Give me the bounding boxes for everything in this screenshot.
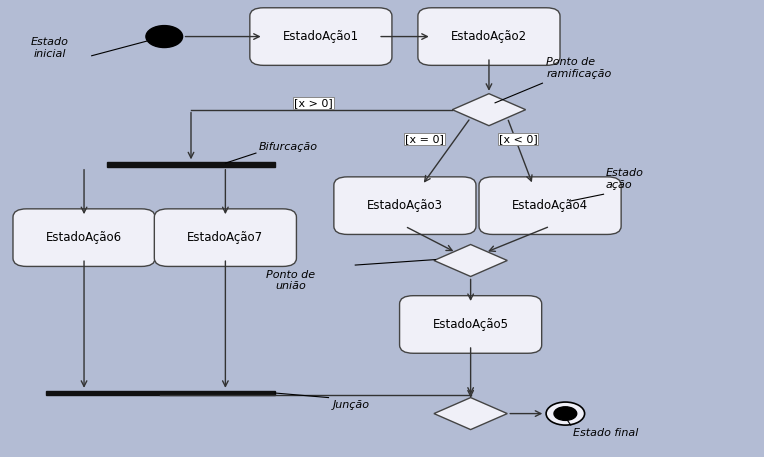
- FancyBboxPatch shape: [400, 296, 542, 353]
- Polygon shape: [434, 244, 507, 276]
- Text: Junção: Junção: [332, 400, 369, 410]
- FancyBboxPatch shape: [154, 209, 296, 266]
- Text: EstadoAção2: EstadoAção2: [451, 30, 527, 43]
- Polygon shape: [452, 94, 526, 126]
- Text: Bifurcação: Bifurcação: [258, 142, 317, 152]
- FancyBboxPatch shape: [250, 8, 392, 65]
- Text: Ponto de
união: Ponto de união: [266, 270, 315, 291]
- FancyBboxPatch shape: [13, 209, 155, 266]
- Text: Estado
inicial: Estado inicial: [31, 37, 69, 59]
- FancyBboxPatch shape: [479, 177, 621, 234]
- Text: Estado
ação: Estado ação: [606, 168, 644, 190]
- FancyBboxPatch shape: [418, 8, 560, 65]
- Polygon shape: [46, 391, 275, 395]
- Text: [x < 0]: [x < 0]: [499, 134, 537, 144]
- Circle shape: [554, 407, 577, 420]
- FancyBboxPatch shape: [334, 177, 476, 234]
- Text: Estado final: Estado final: [573, 428, 639, 438]
- Text: EstadoAção3: EstadoAção3: [367, 199, 443, 212]
- Text: EstadoAção7: EstadoAção7: [187, 231, 264, 244]
- Text: EstadoAção6: EstadoAção6: [46, 231, 122, 244]
- Text: EstadoAção5: EstadoAção5: [432, 318, 509, 331]
- Polygon shape: [107, 162, 275, 167]
- Text: EstadoAção4: EstadoAção4: [512, 199, 588, 212]
- Circle shape: [146, 26, 183, 48]
- Text: Ponto de
ramificação: Ponto de ramificação: [546, 57, 611, 79]
- Circle shape: [546, 402, 584, 425]
- Text: EstadoAção1: EstadoAção1: [283, 30, 359, 43]
- Text: [x > 0]: [x > 0]: [294, 98, 332, 108]
- Text: [x = 0]: [x = 0]: [406, 134, 444, 144]
- Polygon shape: [434, 398, 507, 430]
